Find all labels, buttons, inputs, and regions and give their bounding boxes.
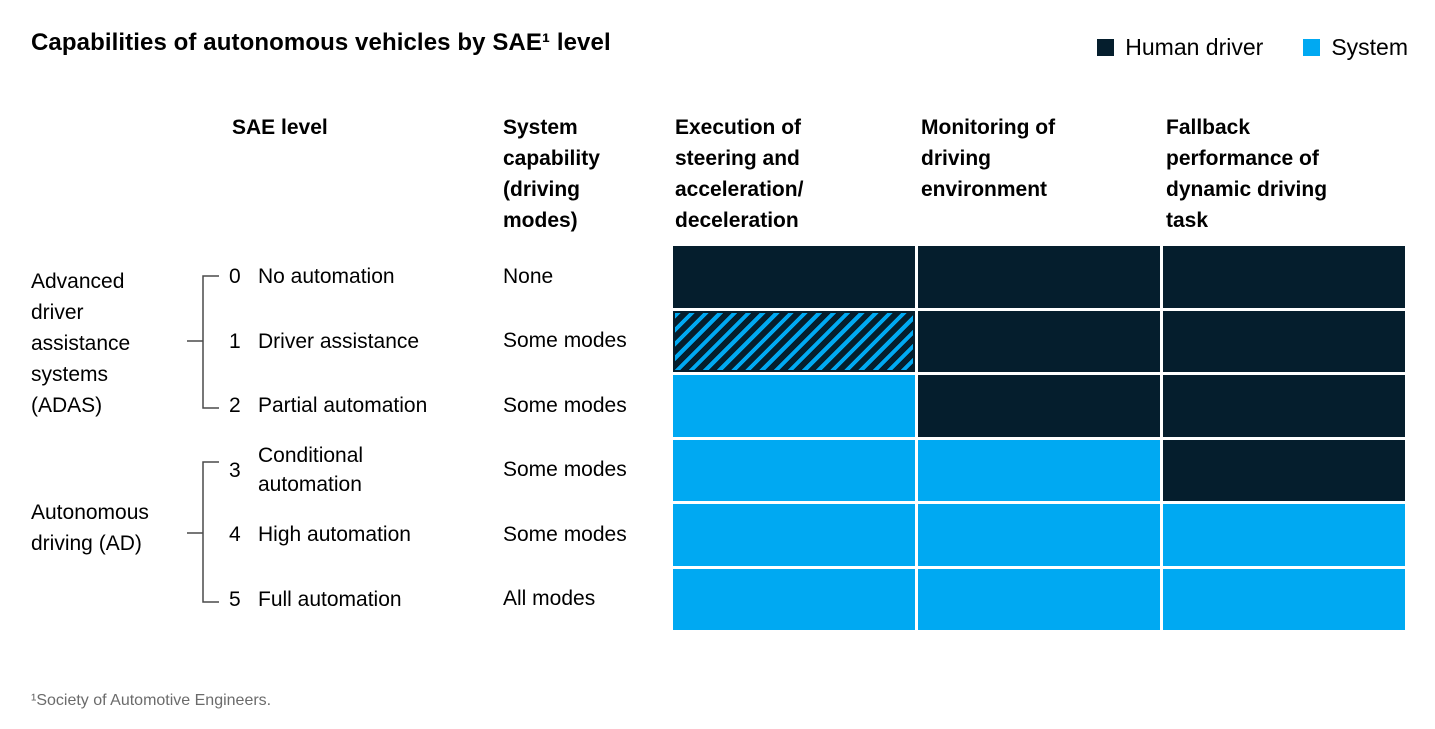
matrix-cell <box>673 504 915 566</box>
level-number: 4 <box>229 523 241 547</box>
group-label-adas: Advanced driver assistance systems (ADAS… <box>31 270 131 417</box>
capability-value: Some modes <box>503 522 627 546</box>
level-number: 3 <box>229 458 241 482</box>
human-driver-swatch-icon <box>1097 39 1115 56</box>
column-header-system-capability: System capability (driving modes) <box>503 116 600 232</box>
level-name: High automation <box>258 523 411 547</box>
level-name: No automation <box>258 265 395 289</box>
column-header-sae-level: SAE level <box>232 116 328 139</box>
matrix-cell <box>918 310 1160 372</box>
matrix-cell <box>1163 439 1405 501</box>
footnotes: ¹Society of Automotive Engineers. Source… <box>31 668 321 729</box>
level-number: 0 <box>229 265 241 289</box>
matrix-cell <box>673 568 915 630</box>
legend-label-system: System <box>1331 34 1408 60</box>
level-row: 3 Conditional automation <box>229 440 503 502</box>
level-name: Driver assistance <box>258 329 420 353</box>
level-row: 1 Driver assistance <box>229 311 503 373</box>
level-number: 1 <box>229 329 241 353</box>
system-capability-list: None Some modes Some modes Some modes So… <box>503 246 673 630</box>
matrix-cell <box>918 439 1160 501</box>
legend-label-human-driver: Human driver <box>1125 34 1264 60</box>
level-name: Conditional automation <box>258 444 364 497</box>
matrix-cell <box>1163 504 1405 566</box>
matrix-cell <box>918 504 1160 566</box>
matrix-cell <box>673 439 915 501</box>
capability-value: All modes <box>503 587 596 611</box>
ad-bracket <box>187 461 219 603</box>
column-header-monitoring: Monitoring of driving environment <box>921 116 1056 201</box>
matrix-cell <box>673 375 915 437</box>
capability-value: Some modes <box>503 458 627 482</box>
matrix-cell <box>673 246 915 308</box>
column-header-fallback: Fallback performance of dynamic driving … <box>1166 116 1328 232</box>
group-label-ad: Autonomous driving (AD) <box>31 501 149 555</box>
adas-bracket <box>187 275 219 409</box>
matrix-cell <box>1163 310 1405 372</box>
legend-item-human-driver: Human driver <box>1097 36 1263 59</box>
level-number: 2 <box>229 394 241 418</box>
capability-value: Some modes <box>503 329 627 353</box>
level-number: 5 <box>229 587 241 611</box>
matrix-cell <box>1163 246 1405 308</box>
page-title: Capabilities of autonomous vehicles by S… <box>31 29 611 56</box>
sae-level-list: 0 No automation 1 Driver assistance 2 Pa… <box>229 246 503 630</box>
level-row: 2 Partial automation <box>229 375 503 437</box>
matrix-cell <box>673 310 915 372</box>
level-name: Partial automation <box>258 394 428 418</box>
matrix-cell <box>918 568 1160 630</box>
level-row: 0 No automation <box>229 246 503 308</box>
level-row: 4 High automation <box>229 504 503 566</box>
footnote-sae: ¹Society of Automotive Engineers. <box>31 692 272 709</box>
system-swatch-icon <box>1303 39 1321 56</box>
matrix-cell <box>918 246 1160 308</box>
column-header-execution: Execution of steering and acceleration/ … <box>675 116 804 232</box>
capabilities-matrix <box>673 246 1405 630</box>
capability-value: None <box>503 264 554 288</box>
level-name: Full automation <box>258 587 402 611</box>
capability-value: Some modes <box>503 393 627 417</box>
matrix-cell <box>1163 375 1405 437</box>
legend: Human driver System <box>1097 36 1408 59</box>
legend-item-system: System <box>1303 36 1408 59</box>
level-row: 5 Full automation <box>229 569 503 631</box>
matrix-cell <box>918 375 1160 437</box>
matrix-cell <box>1163 568 1405 630</box>
